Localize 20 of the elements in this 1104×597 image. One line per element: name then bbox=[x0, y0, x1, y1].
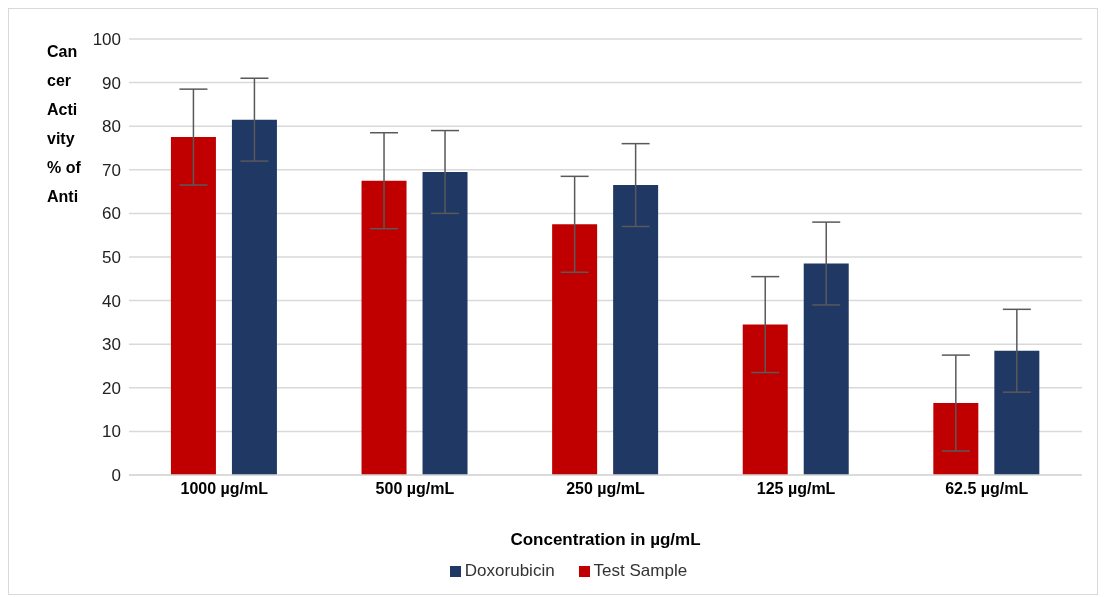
x-axis-title: Concentration in µg/mL bbox=[510, 530, 701, 549]
legend-label: Test Sample bbox=[593, 561, 688, 580]
y-tick-label: 30 bbox=[102, 335, 121, 355]
x-tick-label: 1000 µg/mL bbox=[180, 480, 269, 498]
y-tick-label: 10 bbox=[102, 422, 121, 442]
y-tick-label: 40 bbox=[102, 291, 121, 311]
y-tick-label: 50 bbox=[102, 248, 121, 268]
x-tick-label: 125 µg/mL bbox=[756, 480, 836, 498]
y-tick-label: 20 bbox=[102, 378, 121, 398]
y-tick-label: 90 bbox=[102, 73, 121, 93]
x-tick-label: 62.5 µg/mL bbox=[945, 480, 1029, 498]
y-tick-label: 70 bbox=[102, 160, 121, 180]
x-tick-label: 250 µg/mL bbox=[566, 480, 646, 498]
y-tick-label: 100 bbox=[92, 30, 121, 50]
y-axis-title: Cancer Activity % of Anti bbox=[47, 42, 82, 207]
y-tick-label: 60 bbox=[102, 204, 121, 224]
y-tick-label: 0 bbox=[111, 466, 121, 486]
x-tick-label: 500 µg/mL bbox=[375, 480, 455, 498]
legend-label: Doxorubicin bbox=[464, 561, 555, 580]
y-tick-label: 80 bbox=[102, 117, 121, 137]
